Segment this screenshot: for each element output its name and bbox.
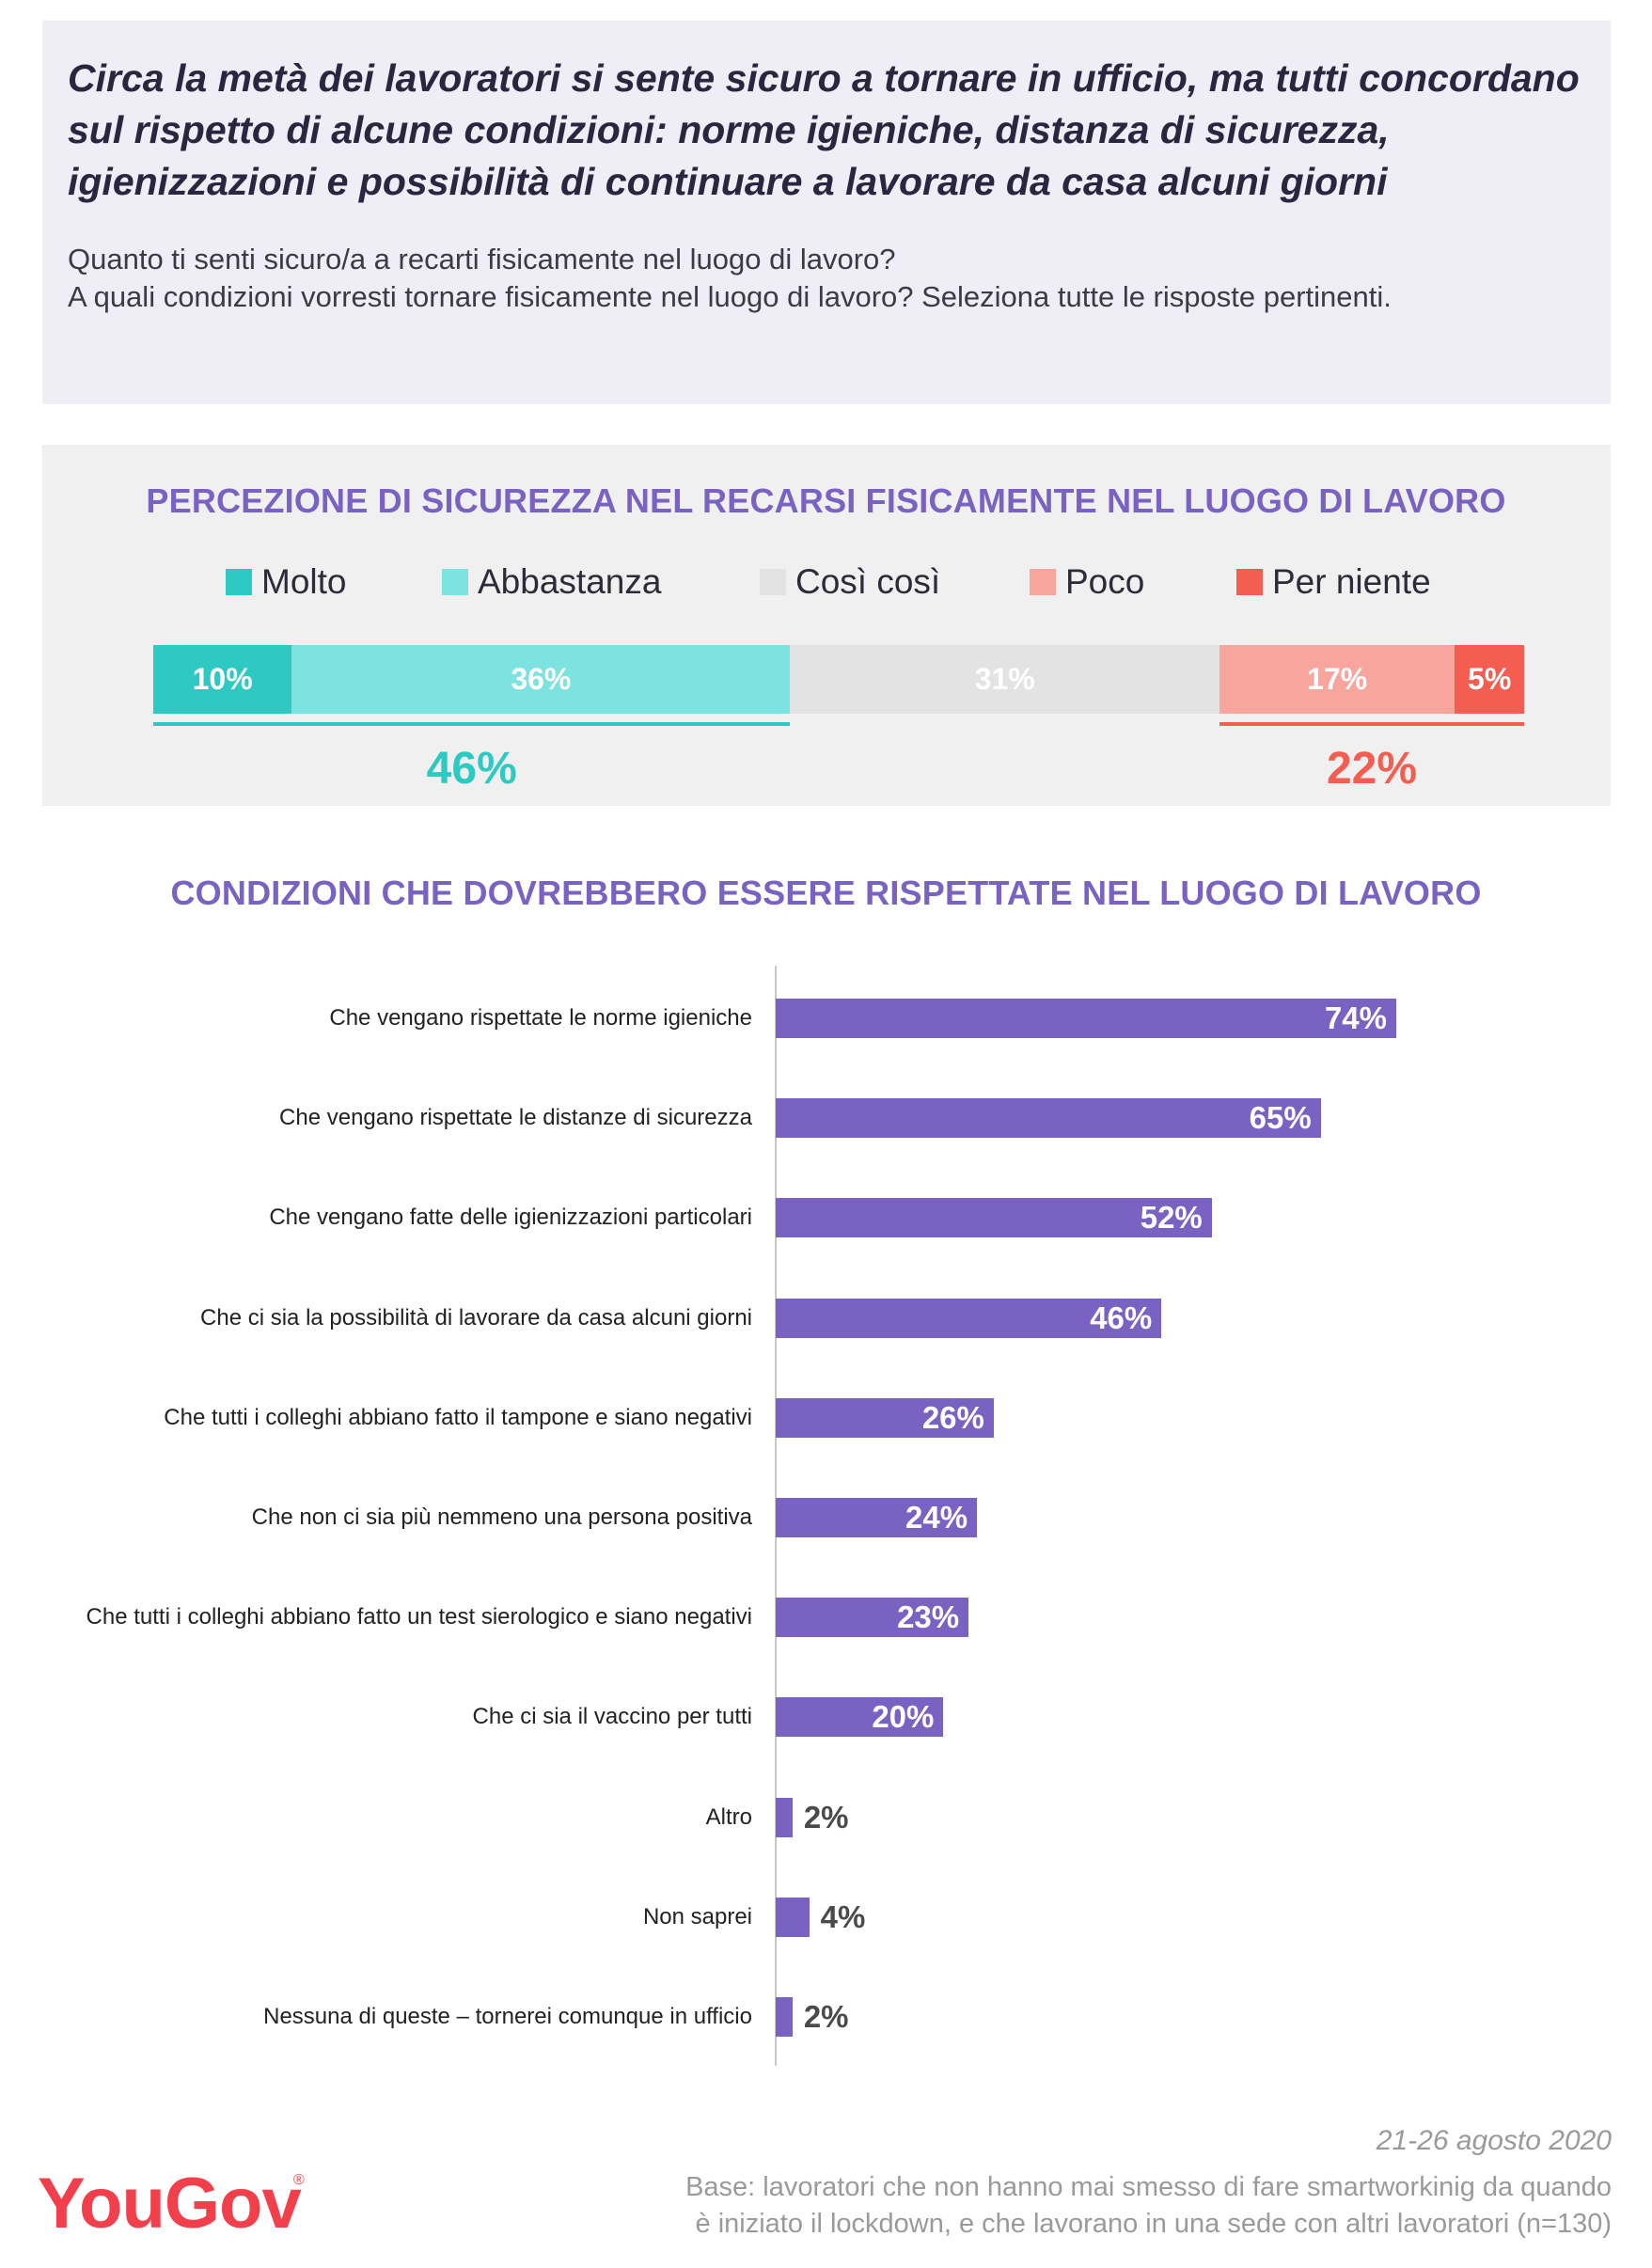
- bar: [776, 1298, 1162, 1338]
- bar-value-label: 4%: [820, 1898, 866, 1934]
- bar: [776, 1498, 978, 1537]
- group-total-0: 46%: [426, 744, 517, 794]
- category-label: Che vengano rispettate le distanze di si…: [279, 1105, 752, 1131]
- bar-value-label: 20%: [872, 1699, 935, 1735]
- bar: [776, 1098, 1321, 1139]
- legend-label: Per niente: [1272, 562, 1431, 601]
- question-2: A quali condizioni vorresti tornare fisi…: [68, 280, 1392, 313]
- legend-item-3: Poco: [1030, 561, 1144, 603]
- survey-date: 21-26 agosto 2020: [1376, 2125, 1612, 2156]
- legend-label: Abbastanza: [478, 562, 662, 601]
- base-note-line-1: Base: lavoratori che non hanno mai smess…: [685, 2172, 1612, 2202]
- category-label: Che vengano rispettate le norme igienich…: [329, 1005, 752, 1031]
- legend-swatch: [226, 569, 252, 595]
- category-label: Altro: [705, 1803, 752, 1830]
- bar-value-label: 26%: [921, 1399, 984, 1435]
- stacked-segment-0: 10%: [153, 645, 292, 714]
- stacked-segment-4: 5%: [1455, 645, 1524, 714]
- base-note-line-2: è iniziato il lockdown, e che lavorano i…: [695, 2209, 1612, 2239]
- category-label: Non saprei: [642, 1903, 752, 1929]
- bar-value-label: 65%: [1249, 1100, 1312, 1136]
- legend-swatch: [1236, 569, 1263, 595]
- legend-item-2: Così così: [760, 561, 940, 603]
- group-underline-0: [153, 722, 791, 726]
- category-label: Che ci sia il vaccino per tutti: [472, 1704, 752, 1730]
- stacked-segment-2: 31%: [790, 645, 1219, 714]
- bar-value-label: 2%: [803, 1799, 849, 1835]
- bar-value-label: 24%: [905, 1500, 968, 1535]
- bar-value-label: 74%: [1324, 1000, 1387, 1035]
- category-label: Che non ci sia più nemmeno una persona p…: [251, 1504, 752, 1530]
- bar: [776, 1797, 793, 1837]
- category-label: Che tutti i colleghi abbiano fatto un te…: [86, 1604, 752, 1630]
- category-label: Che tutti i colleghi abbiano fatto il ta…: [164, 1404, 752, 1430]
- group-underline-1: [1219, 722, 1524, 726]
- registered-mark: ®: [293, 2172, 305, 2188]
- legend-item-0: Molto: [226, 561, 346, 603]
- header-panel: [42, 21, 1611, 404]
- legend-label: Così così: [795, 562, 941, 601]
- bar-value-label: 23%: [897, 1599, 960, 1635]
- bar-value-label: 2%: [803, 1999, 849, 2034]
- group-total-1: 22%: [1326, 744, 1418, 794]
- stacked-segment-3: 17%: [1219, 645, 1455, 714]
- bar: [776, 1598, 969, 1638]
- yougov-logo: YouGov: [38, 2164, 302, 2244]
- legend-swatch: [1030, 569, 1056, 595]
- conditions-chart-title: CONDIZIONI CHE DOVREBBERO ESSERE RISPETT…: [170, 874, 1482, 912]
- safety-chart-panel: [42, 445, 1611, 806]
- headline: Circa la metà dei lavoratori si sente si…: [68, 56, 1580, 203]
- category-label: Che ci sia la possibilità di lavorare da…: [200, 1304, 752, 1331]
- bar: [776, 999, 1396, 1038]
- legend-item-1: Abbastanza: [442, 561, 661, 603]
- bar: [776, 1198, 1212, 1238]
- category-label: Nessuna di queste – tornerei comunque in…: [263, 2004, 752, 2029]
- legend-label: Poco: [1065, 562, 1145, 601]
- safety-chart-title: PERCEZIONE DI SICUREZZA NEL RECARSI FISI…: [146, 481, 1506, 520]
- bar: [776, 1697, 944, 1738]
- legend-item-4: Per niente: [1236, 561, 1431, 603]
- bar-value-label: 46%: [1090, 1299, 1153, 1335]
- legend-label: Molto: [261, 562, 347, 601]
- legend-swatch: [760, 569, 786, 595]
- legend-swatch: [442, 569, 468, 595]
- bar-value-label: 52%: [1140, 1200, 1203, 1236]
- bar: [776, 1997, 793, 2037]
- bar: [776, 1897, 810, 1937]
- stacked-segment-1: 36%: [291, 645, 791, 714]
- bar: [776, 1397, 994, 1438]
- category-label: Che vengano fatte delle igienizzazioni p…: [269, 1205, 752, 1231]
- question-1: Quanto ti senti sicuro/a a recarti fisic…: [68, 243, 896, 276]
